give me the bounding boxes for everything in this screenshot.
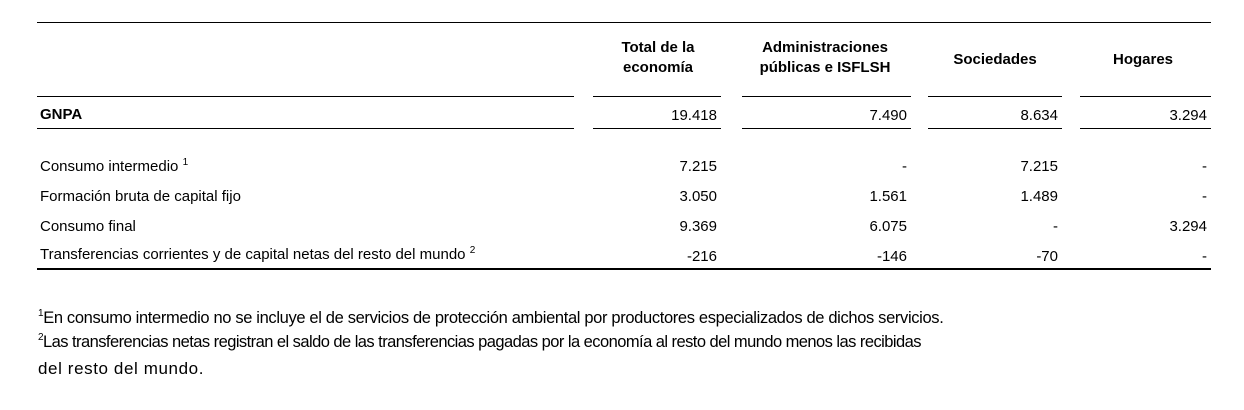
header-rule-soc <box>928 96 1062 97</box>
row-value-soc: 1.489 <box>1020 188 1058 205</box>
footnote-ref: 1 <box>182 157 189 168</box>
row-label: Transferencias corrientes y de capital n… <box>40 245 476 263</box>
row-value-admin: 6.075 <box>869 218 907 235</box>
header-rule-hog <box>1080 96 1211 97</box>
table-bottom-rule <box>37 268 1211 270</box>
gnpa-rule-soc <box>928 128 1062 129</box>
table-top-rule <box>37 22 1211 23</box>
row-value-soc: 7.215 <box>1020 158 1058 175</box>
header-rule-total <box>593 96 721 97</box>
row-value-admin: - <box>902 158 907 175</box>
col-header-admin-line1: Administraciones <box>762 39 888 56</box>
footnote-ref: 2 <box>469 245 476 256</box>
row-value-total: -216 <box>686 248 717 265</box>
gnpa-rule-admin <box>742 128 911 129</box>
row-value-total: 3.050 <box>679 188 717 205</box>
col-header-hog-line1: Hogares <box>1112 51 1174 68</box>
col-header-admin-line2: públicas e ISFLSH <box>759 59 891 76</box>
gnpa-rule-label <box>37 128 574 129</box>
col-header-total: Total de la economía <box>598 38 718 78</box>
row-value-soc: - <box>1053 218 1058 235</box>
row-value-total: 9.369 <box>679 218 717 235</box>
footnote-mark: 1 <box>38 308 44 319</box>
row-value-admin: 1.561 <box>869 188 907 205</box>
col-header-admin: Administraciones públicas e ISFLSH <box>740 38 910 78</box>
col-header-total-line2: economía <box>622 59 694 76</box>
header-rule-admin <box>742 96 911 97</box>
footnote-2-continued: del resto del mundo. <box>38 359 205 378</box>
gnpa-value-admin: 7.490 <box>869 107 907 124</box>
row-label: Consumo intermedio 1 <box>40 157 189 175</box>
row-value-hog: - <box>1202 248 1207 265</box>
gnpa-value-soc: 8.634 <box>1020 107 1058 124</box>
footnote-2: 2Las transferencias netas registran el s… <box>38 332 922 351</box>
row-value-total: 7.215 <box>679 158 717 175</box>
row-value-admin: -146 <box>876 248 907 265</box>
col-header-hog: Hogares <box>1080 50 1206 70</box>
col-header-soc-line1: Sociedades <box>953 51 1037 68</box>
col-header-total-line1: Total de la <box>621 39 695 56</box>
row-value-soc: -70 <box>1036 248 1058 265</box>
footnote-mark: 2 <box>38 332 44 343</box>
row-label: Formación bruta de capital fijo <box>40 188 241 205</box>
header-rule-label <box>37 96 574 97</box>
footnote-1: 1En consumo intermedio no se incluye el … <box>38 308 944 327</box>
gnpa-label: GNPA <box>40 106 83 123</box>
col-header-soc: Sociedades <box>925 50 1065 70</box>
gnpa-rule-total <box>593 128 721 129</box>
gnpa-value-total: 19.418 <box>671 107 717 124</box>
gnpa-value-hog: 3.294 <box>1169 107 1207 124</box>
row-value-hog: 3.294 <box>1169 218 1207 235</box>
row-label: Consumo final <box>40 218 136 235</box>
row-value-hog: - <box>1202 188 1207 205</box>
row-value-hog: - <box>1202 158 1207 175</box>
gnpa-rule-hog <box>1080 128 1211 129</box>
